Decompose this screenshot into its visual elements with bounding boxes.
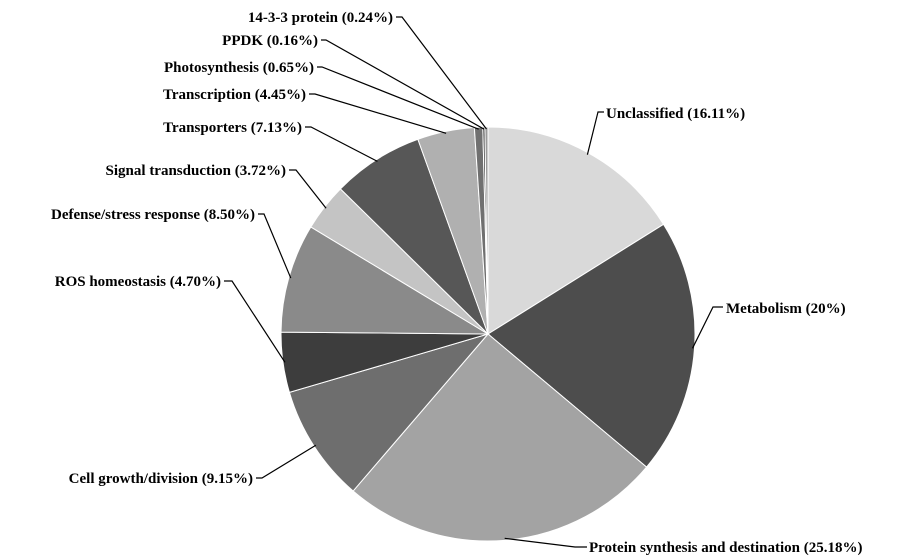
pie-slices xyxy=(280,126,696,542)
leader-line-metabolism xyxy=(691,306,723,349)
slice-label-unclassified: Unclassified (16.11%) xyxy=(606,106,745,122)
leader-line-ppdk xyxy=(321,39,485,130)
leader-line-transcription xyxy=(309,93,447,134)
leader-line-transporters xyxy=(305,126,378,162)
slice-labels: Unclassified (16.11%) Metabolism (20%) Pro… xyxy=(51,10,863,556)
leader-lines xyxy=(224,16,723,548)
pie-slice-defense-stress-response xyxy=(280,226,490,335)
leader-line-defense-stress-response xyxy=(258,213,292,279)
slice-label-metabolism: Metabolism (20%) xyxy=(726,301,846,317)
slice-label-14-3-3-protein: 14-3-3 protein (0.24%) xyxy=(248,10,393,26)
leader-line-ros-homeostasis xyxy=(224,280,286,363)
slice-label-ppdk: PPDK (0.16%) xyxy=(222,33,318,49)
pie-slice-metabolism xyxy=(487,223,696,468)
slice-label-transporters: Transporters (7.13%) xyxy=(163,120,302,136)
leader-line-14-3-3-protein xyxy=(396,16,487,130)
pie-slice-protein-synthesis-and-destination xyxy=(352,333,648,542)
slice-label-signal-transduction: Signal transduction (3.72%) xyxy=(106,163,286,179)
slice-label-cell-growth-division: Cell growth/division (9.15%) xyxy=(69,471,253,487)
slice-label-protein-synthesis-and-destination: Protein synthesis and destination (25.18… xyxy=(589,540,863,556)
slice-label-transcription: Transcription (4.45%) xyxy=(163,87,306,103)
leader-line-photosynthesis xyxy=(317,66,479,130)
slice-label-defense-stress-response: Defense/stress response (8.50%) xyxy=(51,207,255,223)
slice-label-ros-homeostasis: ROS homeostasis (4.70%) xyxy=(55,274,221,290)
leader-line-protein-synthesis-and-destination xyxy=(504,537,587,548)
slice-label-photosynthesis: Photosynthesis (0.65%) xyxy=(164,60,314,76)
leader-line-cell-growth-division xyxy=(256,444,317,479)
leader-line-unclassified xyxy=(586,111,604,155)
leader-line-signal-transduction xyxy=(289,169,327,209)
